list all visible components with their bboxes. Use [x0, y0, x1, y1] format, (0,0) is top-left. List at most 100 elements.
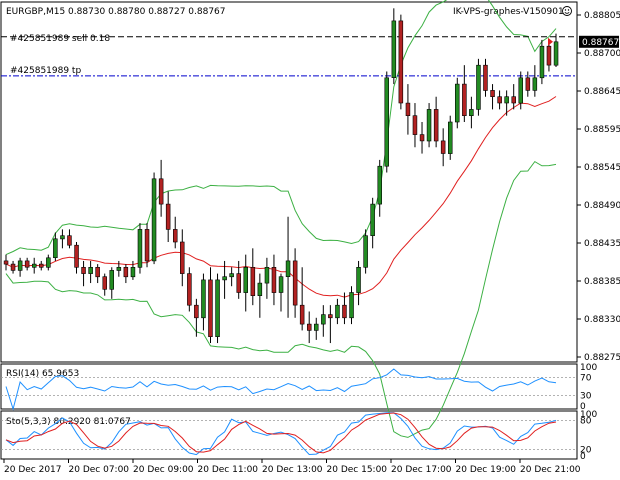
indicator-name: IK-VPS-graphes-V150901: [453, 7, 564, 17]
candle: [17, 257, 23, 277]
bull-candle-body: [532, 77, 538, 91]
order-marker-icon: [548, 37, 553, 46]
candle: [46, 254, 51, 271]
bear-candle-body: [95, 266, 100, 278]
bear-candle-body: [462, 83, 467, 116]
bull-candle-body: [31, 263, 37, 268]
moving-average: [5, 96, 557, 298]
candle: [116, 260, 122, 277]
candle: [405, 84, 411, 135]
bull-candle-body: [370, 203, 375, 237]
candle: [250, 248, 256, 306]
candle: [553, 33, 559, 68]
price-tick-label: 0.88645: [584, 87, 620, 97]
bear-candle-body: [144, 229, 150, 262]
candle: [518, 71, 523, 110]
candle: [60, 229, 65, 249]
candle: [447, 115, 453, 160]
bear-candle-body: [123, 266, 129, 278]
bull-candle-body: [222, 276, 227, 281]
candle: [328, 305, 333, 344]
price-tick-label: 0.88545: [584, 163, 620, 173]
price-tick-label: 0.88805: [584, 11, 620, 21]
bear-candle-body: [102, 276, 108, 290]
candle: [335, 298, 340, 325]
bear-candle-body: [208, 279, 213, 337]
bear-candle-body: [165, 203, 171, 230]
bull-candle-body: [391, 20, 397, 78]
smiley-icon: [562, 6, 572, 16]
bull-candle-body: [539, 45, 545, 79]
candle: [440, 128, 446, 167]
candle: [3, 254, 9, 271]
candle: [278, 273, 284, 312]
rsi-axis-label: 100: [580, 363, 597, 373]
candle: [243, 254, 249, 312]
bear-candle-body: [81, 266, 86, 274]
candle: [173, 216, 178, 249]
bear-candle-body: [342, 304, 347, 319]
bull-candle-body: [151, 178, 157, 262]
bear-candle-body: [440, 140, 446, 154]
price-tick-label: 0.88595: [584, 125, 620, 135]
bear-candle-body: [490, 90, 495, 98]
rsi-panel[interactable]: [0, 363, 578, 410]
stoch-signal-line: [5, 412, 557, 454]
candle: [208, 267, 213, 344]
candle: [504, 90, 509, 116]
candle: [229, 267, 234, 287]
price-axis[interactable]: 0.88805 0.88700 0.88645 0.88595 0.88545 0.884…: [548, 11, 620, 363]
order-lines[interactable]: [1, 36, 577, 77]
time-tick-label: 20 Dec 11:00: [198, 465, 259, 475]
ma-line: [5, 96, 557, 298]
candle: [285, 216, 291, 318]
candle: [419, 122, 425, 154]
bear-candle-body: [328, 314, 333, 319]
candle: [384, 71, 389, 173]
stoch-main-line: [5, 412, 557, 456]
bear-candle-body: [24, 260, 30, 268]
candle: [74, 242, 79, 274]
candle: [264, 257, 270, 299]
candle: [201, 273, 206, 331]
stoch-axis-label: 80: [580, 417, 592, 427]
time-tick-label: 20 Dec 19:00: [456, 465, 517, 475]
bull-candle-body: [356, 266, 361, 293]
time-tick-label: 20 Dec 13:00: [262, 465, 323, 475]
candle: [81, 260, 86, 287]
candle: [370, 197, 375, 249]
bull-candle-body: [285, 260, 291, 277]
candle: [222, 260, 227, 299]
bear-candle-body: [67, 235, 72, 246]
time-tick-label: 20 Dec 2017: [4, 465, 62, 475]
candle: [363, 229, 368, 274]
bull-candle-body: [363, 235, 368, 268]
price-tick-label: 0.88435: [584, 239, 620, 249]
bear-candle-body: [38, 263, 44, 268]
candle: [271, 254, 277, 306]
bull-candle-body: [518, 77, 523, 104]
candle: [377, 159, 382, 217]
bull-candle-body: [60, 235, 65, 240]
main-price-panel[interactable]: [0, 1, 578, 363]
candle: [95, 264, 100, 284]
candle: [102, 273, 108, 296]
bear-candle-body: [398, 20, 404, 104]
bear-candle-body: [187, 273, 192, 306]
stoch-line-group: [1, 412, 577, 456]
time-tick-label: 20 Dec 15:00: [327, 465, 388, 475]
bull-candle-body: [17, 260, 23, 271]
bull-candle-body: [130, 266, 136, 278]
candle: [469, 96, 474, 129]
candle: [483, 58, 488, 97]
candle: [67, 229, 72, 249]
bull-candle-body: [454, 83, 460, 123]
time-axis[interactable]: 20 Dec 2017 20 Dec 07:00 20 Dec 09:00 20 De…: [3, 459, 581, 475]
bull-candle-body: [553, 41, 559, 66]
candle: [144, 223, 150, 268]
bull-candle-body: [116, 266, 122, 271]
bull-candle-body: [243, 266, 249, 293]
bear-candle-body: [74, 244, 79, 268]
candle: [398, 14, 404, 110]
